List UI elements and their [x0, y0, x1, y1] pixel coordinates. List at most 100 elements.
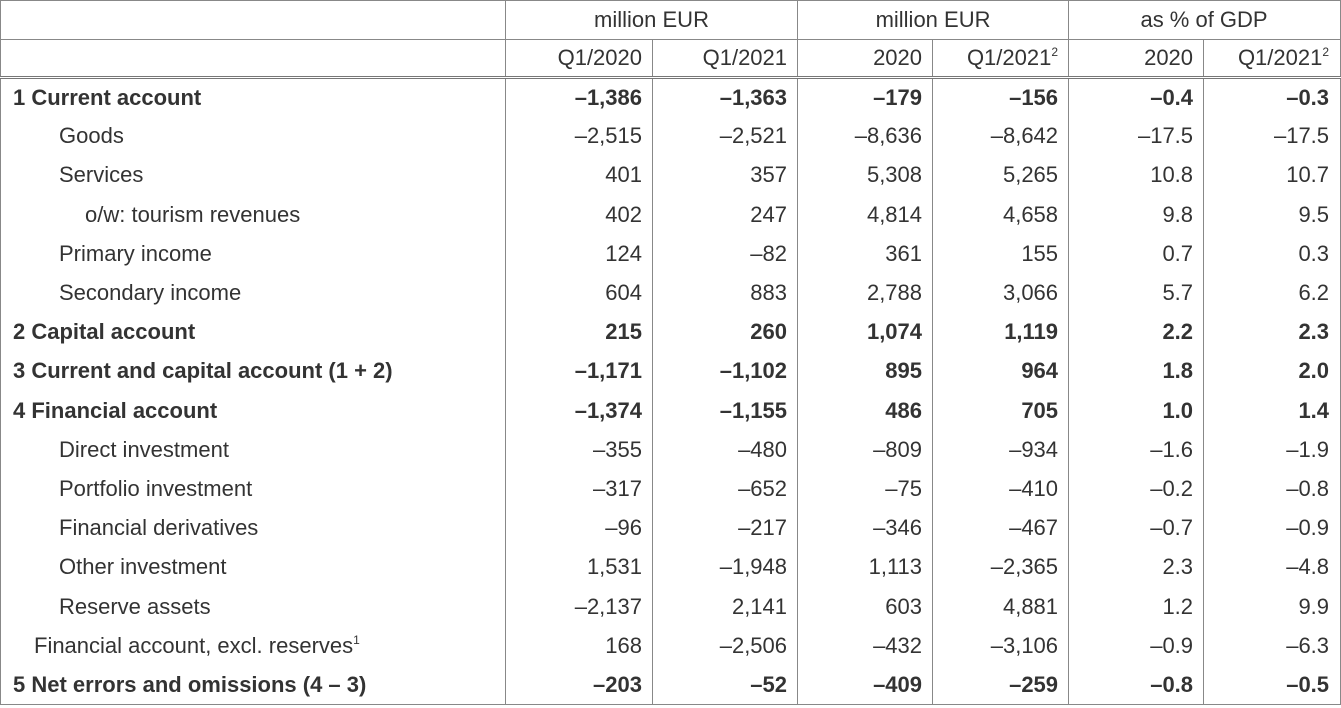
value-cell: 2.3	[1203, 312, 1341, 352]
column-header: Q1/2021	[651, 39, 798, 79]
value-text: –203	[593, 671, 642, 697]
value-text: –0.9	[1286, 515, 1330, 541]
value-cell: –1,374	[505, 391, 653, 431]
value-cell: –6.3	[1203, 626, 1341, 666]
value-text: 603	[885, 593, 923, 619]
value-text: –0.7	[1150, 515, 1194, 541]
value-text: 9.8	[1162, 201, 1194, 227]
value-cell: 10.7	[1203, 155, 1341, 196]
row-label-text: 4 Financial account	[13, 397, 218, 423]
footnote-mark: 2	[1051, 45, 1059, 59]
value-text: 2.3	[1162, 554, 1194, 580]
value-text: 361	[885, 240, 923, 266]
value-cell: 5.7	[1068, 273, 1204, 313]
value-text: 10.7	[1286, 162, 1330, 188]
group-header-row: million EUR million EUR as % of GDP	[0, 0, 1341, 40]
value-text: –934	[1009, 436, 1059, 462]
value-cell: –0.5	[1203, 665, 1341, 706]
value-text: –1.6	[1150, 436, 1194, 462]
value-text: 1.2	[1162, 593, 1194, 619]
value-text: –2,365	[990, 554, 1059, 580]
value-cell: 2.2	[1068, 312, 1204, 352]
row-label-text: Services	[59, 162, 144, 188]
row-label-text: Secondary income	[59, 280, 242, 306]
row-label: Portfolio investment	[0, 469, 506, 509]
row-label-text: 1 Current account	[13, 84, 202, 110]
value-text: –809	[873, 436, 923, 462]
corner-cell	[0, 39, 506, 79]
value-text: 5.7	[1162, 280, 1194, 306]
table-row: 4 Financial account –1,374 –1,155 486 705 1.0…	[0, 391, 1341, 431]
value-text: 0.3	[1298, 240, 1330, 266]
value-text: 168	[605, 632, 642, 658]
table-row: Primary income 124 –82 361 155 0.7 0.3	[0, 234, 1341, 274]
value-cell: –203	[505, 665, 653, 706]
column-header-text: 2020	[1144, 45, 1194, 70]
table-body: 1 Current account –1,386 –1,363 –179 –156 –0.…	[0, 77, 1341, 706]
value-cell: 0.7	[1068, 234, 1204, 274]
value-cell: 0.3	[1203, 234, 1341, 274]
value-text: 10.8	[1150, 162, 1194, 188]
value-cell: 604	[505, 273, 653, 313]
value-text: –355	[593, 436, 642, 462]
value-text: –0.9	[1150, 632, 1194, 658]
value-text: –179	[873, 84, 923, 110]
value-cell: 260	[651, 312, 798, 352]
value-text: –0.8	[1150, 671, 1194, 697]
table-row: Portfolio investment –317 –652 –75 –410 –0.2 –…	[0, 469, 1341, 509]
group-header: million EUR	[504, 0, 798, 40]
value-cell: 5,265	[932, 155, 1069, 196]
value-text: –82	[750, 240, 788, 266]
value-cell: –317	[505, 469, 653, 509]
column-header: Q1/20212	[1203, 39, 1341, 79]
value-text: –410	[1009, 475, 1059, 501]
group-header-text: million EUR	[875, 7, 991, 32]
row-label-text: Financial derivatives	[59, 515, 259, 541]
table-row: 2 Capital account 215 260 1,074 1,119 2.2 2.3	[0, 312, 1341, 352]
value-text: –217	[738, 515, 788, 541]
value-cell: 357	[651, 155, 798, 196]
row-label: Reserve assets	[0, 586, 506, 627]
value-text: –317	[593, 475, 642, 501]
value-cell: –156	[932, 77, 1069, 117]
value-text: 486	[885, 397, 923, 423]
value-cell: –0.9	[1203, 508, 1341, 548]
table-row: Reserve assets –2,137 2,141 603 4,881 1.2 9.9	[0, 586, 1341, 627]
value-text: 2,141	[731, 593, 788, 619]
value-cell: 705	[932, 391, 1069, 431]
value-cell: –1,171	[505, 351, 653, 391]
value-cell: –0.4	[1068, 77, 1204, 117]
value-cell: –809	[797, 430, 933, 470]
value-text: –96	[605, 515, 642, 541]
value-cell: –410	[932, 469, 1069, 509]
value-cell: –934	[932, 430, 1069, 470]
value-text: –2,137	[574, 593, 642, 619]
value-cell: –652	[651, 469, 798, 509]
value-text: 402	[605, 201, 642, 227]
value-cell: –52	[651, 665, 798, 706]
value-cell: –0.7	[1068, 508, 1204, 548]
value-text: 124	[605, 240, 642, 266]
value-cell: –17.5	[1203, 116, 1341, 156]
value-text: 2.3	[1298, 319, 1330, 345]
value-cell: –355	[505, 430, 653, 470]
value-text: –1,102	[719, 358, 788, 384]
value-text: 5,265	[1002, 162, 1059, 188]
value-text: –52	[750, 671, 788, 697]
value-text: –1,363	[719, 84, 788, 110]
group-header-text: million EUR	[594, 7, 709, 32]
value-text: –0.2	[1150, 475, 1194, 501]
table-row: 1 Current account –1,386 –1,363 –179 –156 –0.…	[0, 77, 1341, 117]
value-text: –156	[1009, 84, 1059, 110]
footnote-mark: 1	[353, 632, 360, 647]
group-header: as % of GDP	[1068, 0, 1341, 40]
value-cell: 9.8	[1068, 195, 1204, 235]
value-cell: –0.9	[1068, 626, 1204, 666]
value-cell: –2,137	[505, 586, 653, 627]
value-cell: –4.8	[1203, 547, 1341, 587]
row-label: 3 Current and capital account (1 + 2)	[0, 351, 506, 391]
value-text: 1,119	[1004, 319, 1059, 345]
row-label: Secondary income	[0, 273, 506, 313]
value-cell: 1.0	[1068, 391, 1204, 431]
value-text: 1,074	[866, 319, 923, 345]
